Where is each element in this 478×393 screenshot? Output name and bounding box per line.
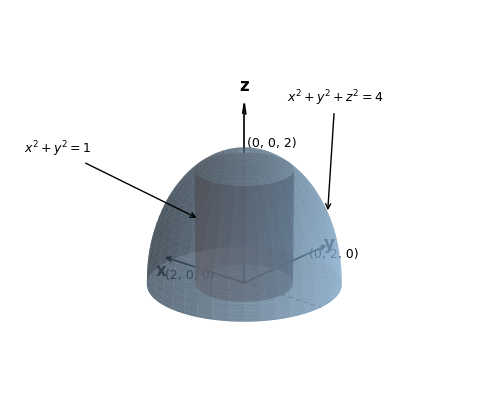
Text: $x^2 + y^2 + z^2 = 4$: $x^2 + y^2 + z^2 = 4$	[287, 88, 383, 209]
Text: $x^2 + y^2 = 1$: $x^2 + y^2 = 1$	[24, 140, 195, 217]
